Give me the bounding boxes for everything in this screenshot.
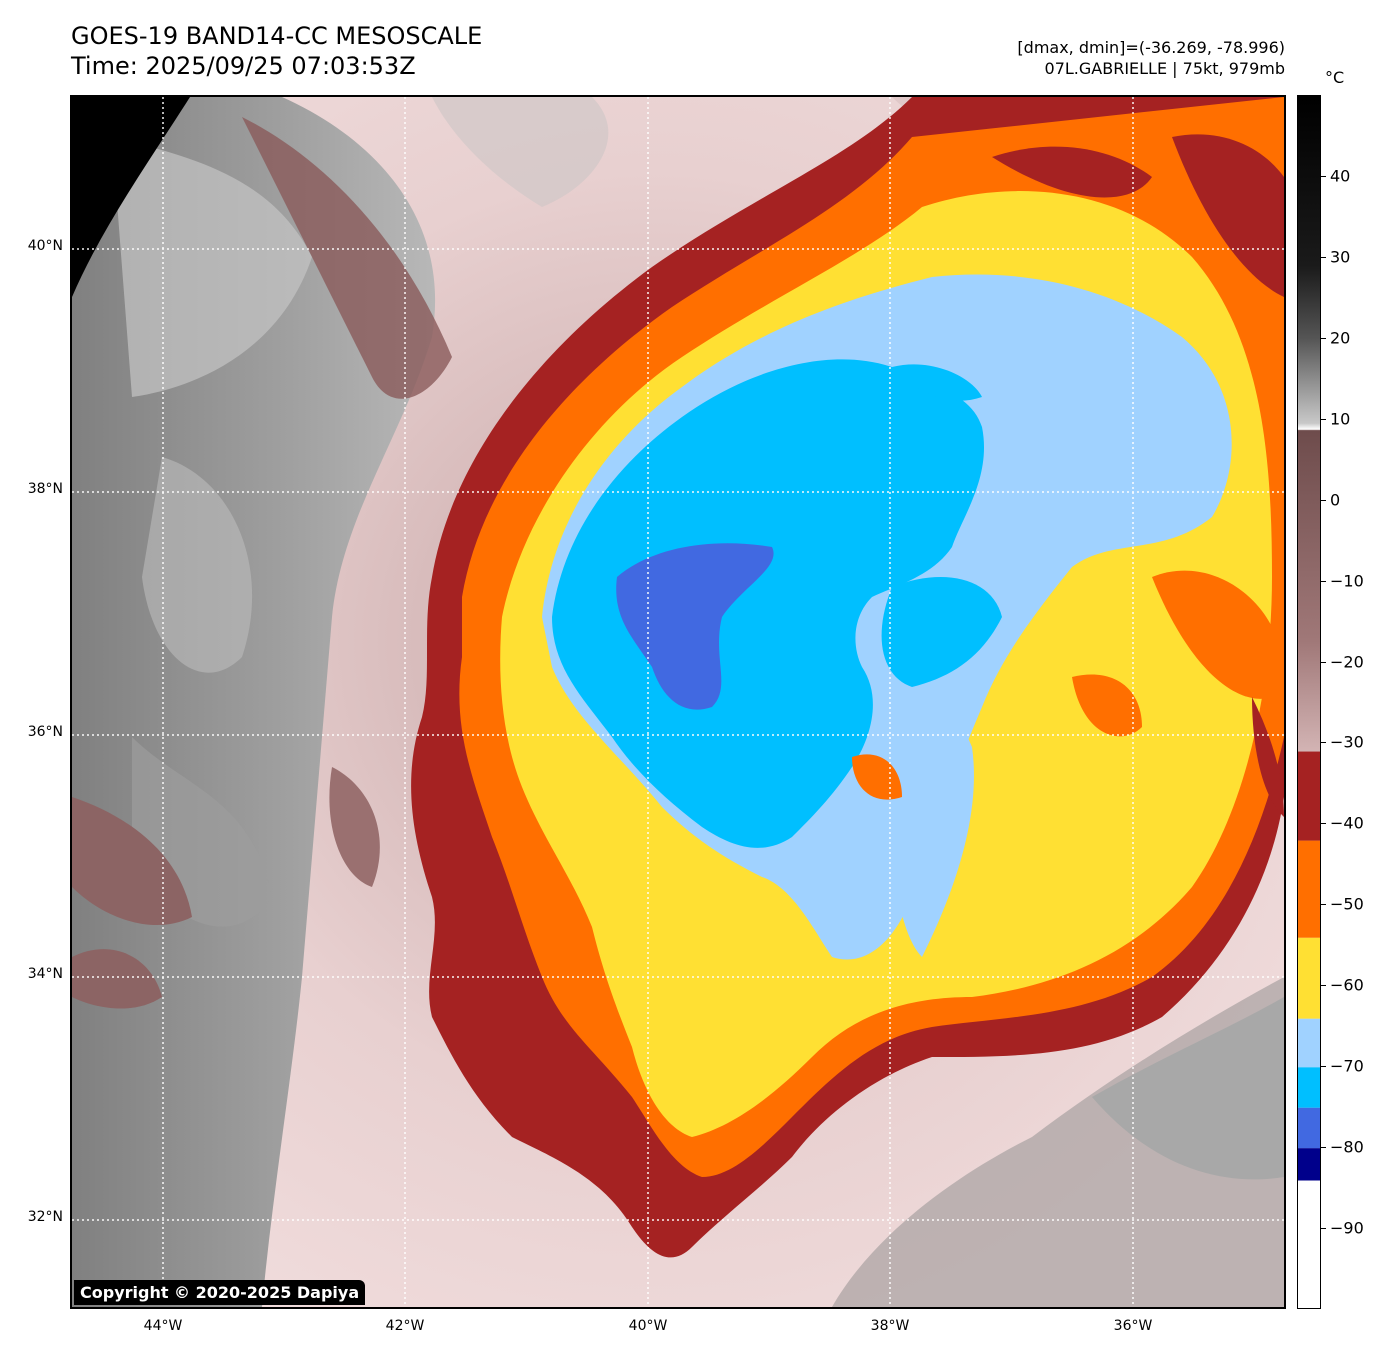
colorbar-tick-label: 30 — [1330, 247, 1351, 267]
colorbar-band-3 — [1298, 1067, 1320, 1108]
colorbar-tick-mark — [1321, 499, 1326, 501]
colorbar-tick-mark — [1321, 337, 1326, 339]
satellite-imagery — [72, 97, 1284, 1307]
lon-label-44: 44°W — [143, 1318, 183, 1334]
colorbar-tick-mark — [1321, 742, 1326, 744]
data-range-label: [dmax, dmin]=(-36.269, -78.996) — [1017, 38, 1285, 57]
lat-label-32: 32°N — [27, 1209, 63, 1225]
colorbar-tick-label: −70 — [1330, 1056, 1364, 1076]
storm-info-label: 07L.GABRIELLE | 75kt, 979mb — [1044, 59, 1285, 78]
colorbar-tick-label: −90 — [1330, 1218, 1364, 1238]
colorbar-band-2 — [1298, 1107, 1320, 1149]
lat-label-36: 36°N — [27, 724, 63, 740]
colorbar-tick-label: −60 — [1330, 975, 1364, 995]
map-time: Time: 2025/09/25 07:03:53Z — [71, 52, 416, 80]
colorbar-band-4 — [1298, 1018, 1320, 1068]
copyright-badge: Copyright © 2020-2025 Dapiya — [74, 1280, 366, 1305]
lat-label-38: 38°N — [27, 481, 63, 497]
colorbar-tick-label: 20 — [1330, 328, 1351, 348]
colorbar-tick-label: −80 — [1330, 1137, 1364, 1157]
colorbar-tick-mark — [1321, 418, 1326, 420]
colorbar-tick-label: −40 — [1330, 813, 1364, 833]
colorbar-tick-mark — [1321, 823, 1326, 825]
colorbar — [1297, 95, 1321, 1309]
lon-label-42: 42°W — [385, 1318, 425, 1334]
colorbar-band-6 — [1298, 840, 1320, 938]
colorbar-tick-label: −30 — [1330, 732, 1364, 752]
colorbar-tick-mark — [1321, 904, 1326, 906]
lon-label-38: 38°W — [870, 1318, 910, 1334]
colorbar-tick-mark — [1321, 661, 1326, 663]
colorbar-tick-label: 10 — [1330, 409, 1351, 429]
colorbar-unit: °C — [1325, 68, 1345, 87]
colorbar-tick-mark — [1321, 256, 1326, 258]
colorbar-tick-label: −50 — [1330, 894, 1364, 914]
colorbar-tick-label: 40 — [1330, 166, 1351, 186]
colorbar-tick-mark — [1321, 175, 1326, 177]
colorbar-tick-mark — [1321, 580, 1326, 582]
lat-label-40: 40°N — [27, 238, 63, 254]
colorbar-tick-label: 0 — [1330, 490, 1341, 510]
colorbar-tick-mark — [1321, 1228, 1326, 1230]
map-title: GOES-19 BAND14-CC MESOSCALE — [71, 22, 483, 50]
colorbar-tick-mark — [1321, 985, 1326, 987]
colorbar-band-5 — [1298, 937, 1320, 1019]
colorbar-scale — [1298, 96, 1320, 1308]
lon-label-36: 36°W — [1113, 1318, 1153, 1334]
satellite-map[interactable]: Copyright © 2020-2025 Dapiya — [70, 95, 1286, 1309]
colorbar-tick-label: −10 — [1330, 571, 1364, 591]
colorbar-band-1 — [1298, 1148, 1320, 1181]
colorbar-tick-mark — [1321, 1066, 1326, 1068]
lat-label-34: 34°N — [27, 966, 63, 982]
colorbar-band-0 — [1298, 1180, 1320, 1308]
colorbar-band-7 — [1298, 751, 1320, 841]
lon-label-40: 40°W — [628, 1318, 668, 1334]
colorbar-tick-mark — [1321, 1147, 1326, 1149]
colorbar-tick-label: −20 — [1330, 652, 1364, 672]
